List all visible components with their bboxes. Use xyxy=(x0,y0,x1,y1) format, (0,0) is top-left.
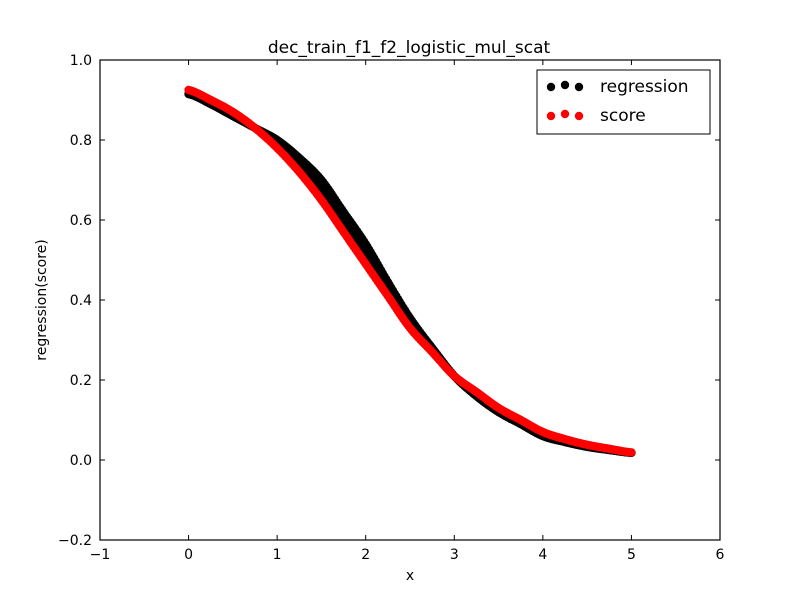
y-tick-label: 0.2 xyxy=(70,373,92,389)
x-tick-label: 1 xyxy=(273,547,282,563)
series-regression xyxy=(184,89,636,457)
y-tick-label: 0.6 xyxy=(70,213,92,229)
x-tick-label: 5 xyxy=(627,547,636,563)
y-tick-label: 0.8 xyxy=(70,133,92,149)
legend-marker-regression xyxy=(546,82,556,92)
legend-label-regression: regression xyxy=(600,77,689,97)
legend-box xyxy=(536,69,711,135)
x-tick-label: 0 xyxy=(184,547,193,563)
legend-marker-regression xyxy=(574,82,584,92)
y-tick-label: 1.0 xyxy=(70,53,92,69)
ticks-layer: −1 0 1 2 3 4 5 6 −0.2 0.0 0.2 0.4 0.6 0.8 1.0 xyxy=(58,53,725,563)
point-score xyxy=(627,448,636,457)
legend-marker-score xyxy=(560,109,570,119)
x-tick-label: 6 xyxy=(716,547,725,563)
y-tick-label: 0.4 xyxy=(70,293,92,309)
y-tick-label: −0.2 xyxy=(58,533,92,549)
series-score xyxy=(184,85,636,457)
y-axis-label: regression(score) xyxy=(34,239,50,360)
x-tick-label: 3 xyxy=(450,547,459,563)
series-layer xyxy=(184,85,636,457)
x-tick-label: 2 xyxy=(361,547,370,563)
x-tick-label: 4 xyxy=(538,547,547,563)
x-axis-label: x xyxy=(406,568,414,584)
legend-markers xyxy=(546,80,584,121)
y-tick-label: 0.0 xyxy=(70,453,92,469)
legend-marker-score xyxy=(546,111,556,121)
legend-label-score: score xyxy=(600,106,646,126)
legend-marker-regression xyxy=(560,80,570,90)
legend: regression score xyxy=(536,69,711,135)
x-tick-label: −1 xyxy=(90,547,111,563)
chart-title: dec_train_f1_f2_logistic_mul_scat xyxy=(268,38,551,58)
legend-marker-score xyxy=(574,111,584,121)
